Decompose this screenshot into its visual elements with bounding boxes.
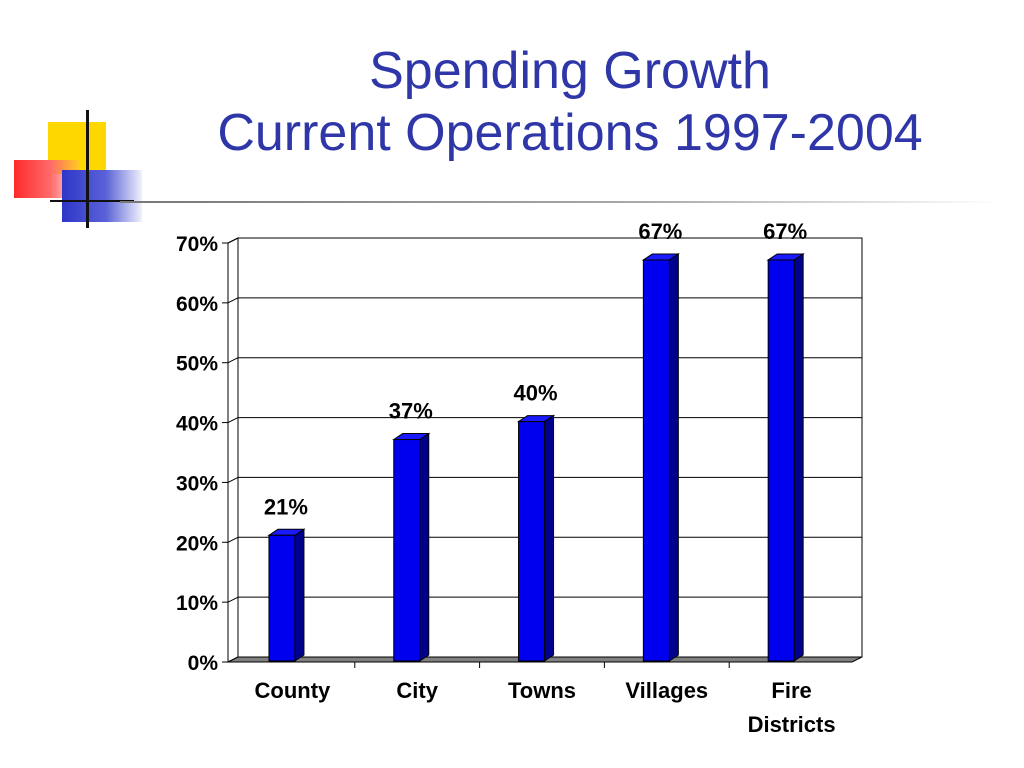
y-tick-label: 60%	[176, 293, 218, 316]
x-category-label: Villages	[625, 678, 708, 703]
gridline-side	[227, 476, 239, 483]
bar	[767, 259, 795, 662]
bar	[268, 534, 296, 662]
bar	[642, 259, 670, 662]
y-tick-label: 10%	[176, 592, 218, 615]
data-label: 40%	[514, 381, 558, 406]
gridline-side	[227, 357, 239, 364]
decor-horizontal-line	[50, 200, 134, 202]
bar	[393, 439, 421, 662]
data-label: 21%	[264, 494, 308, 519]
y-tick-label: 0%	[188, 652, 219, 675]
x-category-label: Districts	[748, 712, 836, 737]
data-label: 67%	[638, 219, 682, 244]
title-line-2: Current Operations 1997-2004	[217, 104, 923, 162]
gridline-side	[227, 536, 239, 543]
title-underline	[120, 201, 1000, 203]
x-category-label: City	[396, 678, 438, 703]
gridline-side	[227, 237, 239, 244]
bar-side	[419, 432, 430, 662]
bar-side	[668, 253, 679, 662]
gridline-side	[227, 596, 239, 603]
bar-side	[793, 253, 804, 662]
y-tick-label: 70%	[176, 233, 218, 256]
title-line-1: Spending Growth	[369, 42, 771, 100]
x-category-label: Towns	[508, 678, 576, 703]
y-tick-label: 30%	[176, 472, 218, 495]
x-category-label: Fire	[771, 678, 811, 703]
slide-title: Spending Growth Current Operations 1997-…	[120, 40, 1020, 164]
x-category-label: County	[255, 678, 332, 703]
bar-side	[294, 528, 305, 662]
gridline-side	[227, 297, 239, 304]
y-tick-label: 40%	[176, 413, 218, 436]
gridline-side	[227, 417, 239, 424]
decor-blue-gradient	[62, 170, 142, 222]
decor-vertical-line	[86, 110, 89, 228]
bar-side	[544, 414, 555, 662]
data-label: 37%	[389, 399, 433, 424]
bar	[518, 421, 546, 662]
y-tick-label: 20%	[176, 532, 218, 555]
data-label: 67%	[763, 219, 807, 244]
y-tick-label: 50%	[176, 353, 218, 376]
